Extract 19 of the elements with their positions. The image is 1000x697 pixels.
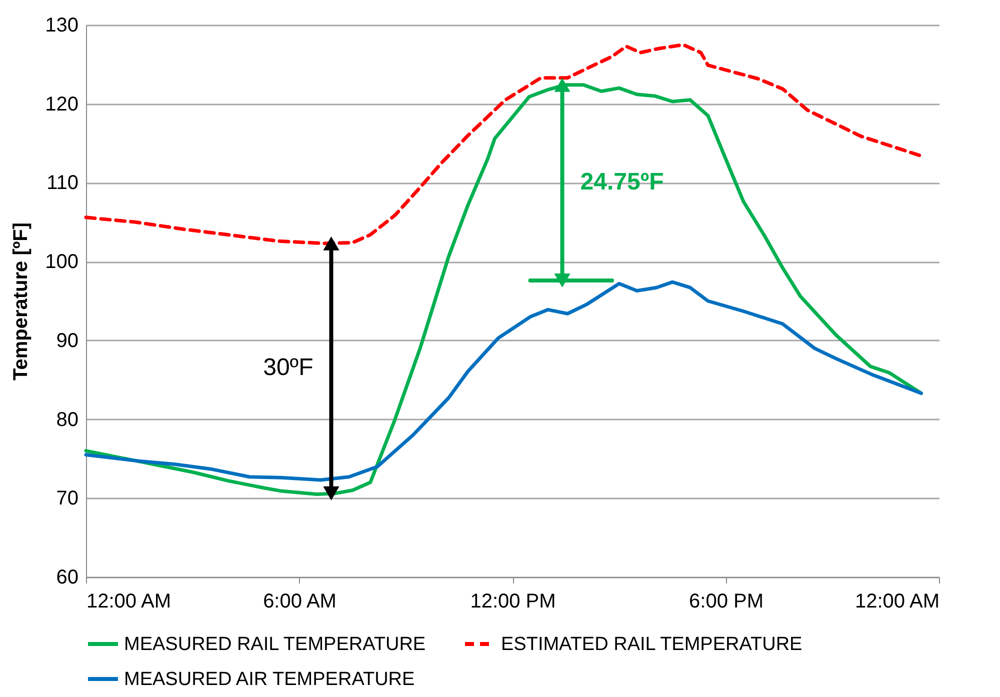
y-tick-label: 80	[56, 408, 78, 431]
y-tick-label: 100	[45, 251, 78, 274]
x-tick-label: 12:00 PM	[470, 590, 556, 612]
annotation: 24.75ºF	[580, 168, 664, 196]
x-tick-label: 6:00 AM	[263, 590, 336, 612]
legend-label: MEASURED RAIL TEMPERATURE	[124, 634, 426, 655]
y-tick-label: 120	[45, 93, 78, 116]
y-tick-label: 130	[45, 14, 78, 36]
y-tick-label: 60	[56, 566, 78, 588]
y-axis-title: Temperature [ºF]	[10, 222, 32, 381]
legend-label: ESTIMATED RAIL TEMPERATURE	[501, 634, 802, 655]
legend-label: MEASURED AIR TEMPERATURE	[124, 669, 415, 690]
annotation: 30ºF	[263, 354, 314, 382]
x-tick-label: 12:00 AM	[854, 590, 940, 612]
x-tick-label: 6:00 PM	[689, 590, 764, 612]
y-tick-label: 90	[56, 330, 78, 352]
y-tick-label: 110	[46, 172, 78, 194]
x-tick-label: 12:00 AM	[86, 590, 172, 612]
y-tick-label: 70	[56, 488, 78, 510]
